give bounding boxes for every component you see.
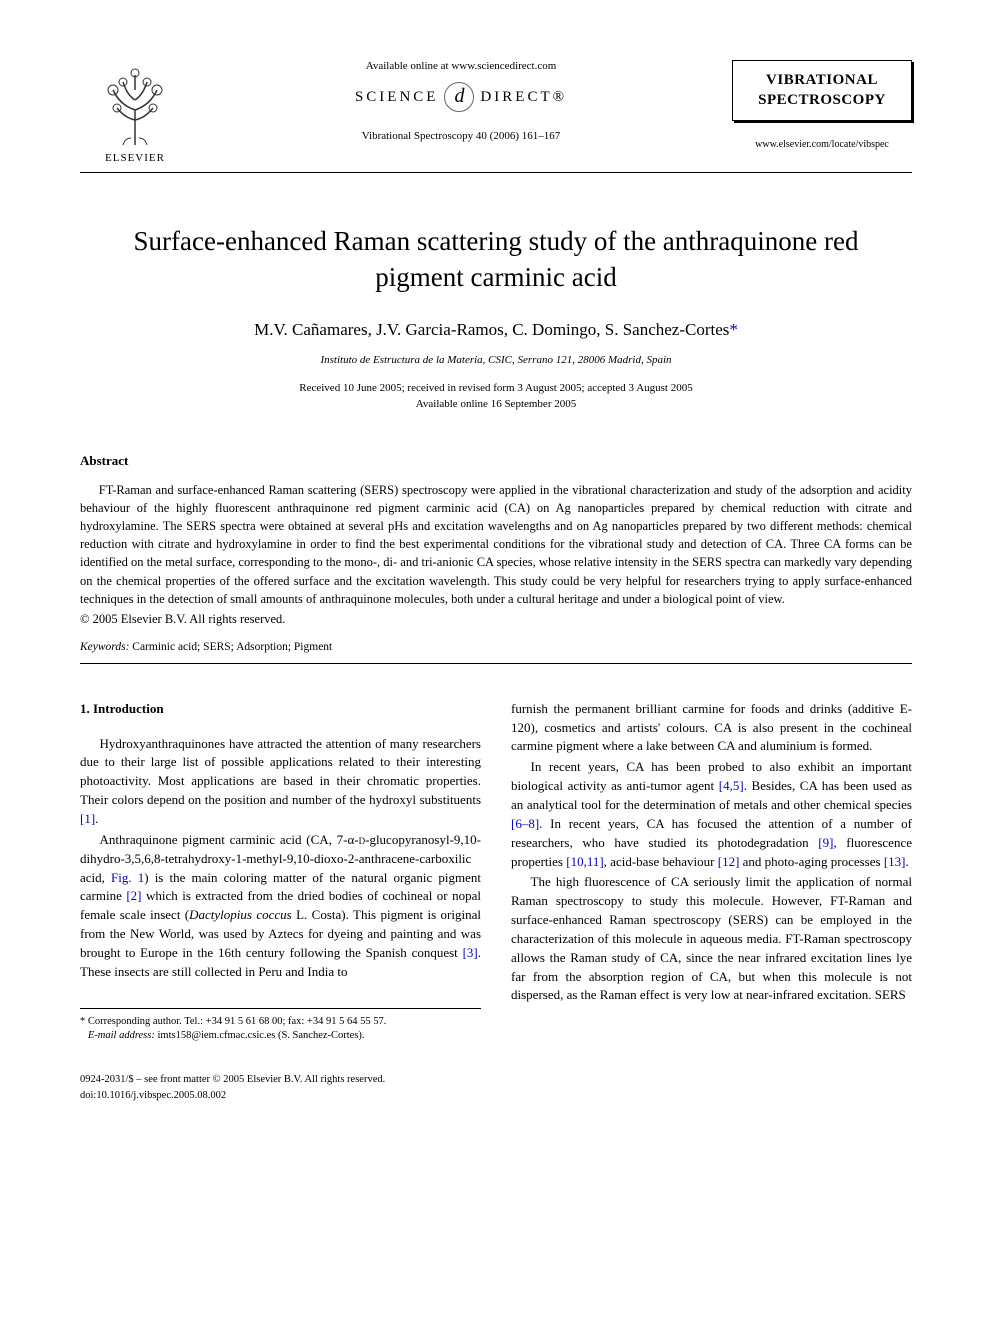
section-1-heading: 1. Introduction bbox=[80, 700, 481, 719]
column-left: 1. Introduction Hydroxyanthraquinones ha… bbox=[80, 700, 481, 1044]
journal-name-1: VIBRATIONAL bbox=[739, 71, 905, 91]
intro-para-1: Hydroxyanthraquinones have attracted the… bbox=[80, 735, 481, 829]
intro-para-2: Anthraquinone pigment carminic acid (CA,… bbox=[80, 831, 481, 982]
ref-9[interactable]: [9] bbox=[818, 835, 833, 850]
keywords-line: Keywords: Carminic acid; SERS; Adsorptio… bbox=[80, 641, 912, 653]
abstract-body: FT-Raman and surface-enhanced Raman scat… bbox=[80, 481, 912, 608]
page-footer: 0924-2031/$ – see front matter © 2005 El… bbox=[80, 1072, 912, 1104]
ref-fig1[interactable]: Fig. 1 bbox=[111, 870, 144, 885]
footnote-email-line: E-mail address: imts158@iem.cfmac.csic.e… bbox=[80, 1029, 481, 1044]
available-online-text: Available online at www.sciencedirect.co… bbox=[190, 60, 732, 72]
intro-para-4: The high fluorescence of CA seriously li… bbox=[511, 873, 912, 1005]
ref-13[interactable]: [13] bbox=[884, 854, 906, 869]
abstract-copyright: © 2005 Elsevier B.V. All rights reserved… bbox=[80, 612, 912, 627]
sciencedirect-logo: SCIENCE d DIRECT® bbox=[190, 82, 732, 112]
journal-url: www.elsevier.com/locate/vibspec bbox=[732, 139, 912, 150]
sd-d-icon: d bbox=[444, 82, 474, 112]
citation-line: Vibrational Spectroscopy 40 (2006) 161–1… bbox=[190, 130, 732, 142]
dates-online: Available online 16 September 2005 bbox=[80, 396, 912, 413]
email-label: E-mail address: bbox=[88, 1030, 155, 1041]
footnote-corresponding: * Corresponding author. Tel.: +34 91 5 6… bbox=[80, 1015, 481, 1030]
page-container: ELSEVIER Available online at www.science… bbox=[0, 0, 992, 1143]
journal-block: VIBRATIONAL SPECTROSCOPY www.elsevier.co… bbox=[732, 60, 912, 150]
authors-line: M.V. Cañamares, J.V. Garcia-Ramos, C. Do… bbox=[80, 320, 912, 340]
species-name: Dactylopius coccus bbox=[189, 907, 292, 922]
authors-text: M.V. Cañamares, J.V. Garcia-Ramos, C. Do… bbox=[254, 320, 729, 339]
header: ELSEVIER Available online at www.science… bbox=[80, 60, 912, 173]
footer-doi: doi:10.1016/j.vibspec.2005.08.002 bbox=[80, 1088, 912, 1104]
body-columns: 1. Introduction Hydroxyanthraquinones ha… bbox=[80, 700, 912, 1044]
ref-4-5[interactable]: [4,5] bbox=[719, 778, 744, 793]
article-dates: Received 10 June 2005; received in revis… bbox=[80, 380, 912, 413]
keywords-label: Keywords: bbox=[80, 641, 129, 653]
intro-para-2-cont: furnish the permanent brilliant carmine … bbox=[511, 700, 912, 757]
sd-text-right: DIRECT® bbox=[480, 89, 567, 106]
article-title: Surface-enhanced Raman scattering study … bbox=[110, 223, 882, 296]
email-value: imts158@iem.cfmac.csic.es (S. Sanchez-Co… bbox=[155, 1030, 365, 1041]
ref-1[interactable]: [1] bbox=[80, 811, 95, 826]
corresponding-mark: * bbox=[729, 320, 738, 339]
publisher-name: ELSEVIER bbox=[105, 152, 165, 164]
ref-3[interactable]: [3] bbox=[463, 945, 478, 960]
abstract-heading: Abstract bbox=[80, 453, 912, 469]
ref-2[interactable]: [2] bbox=[126, 888, 141, 903]
ref-6-8[interactable]: [6–8] bbox=[511, 816, 539, 831]
journal-title-box: VIBRATIONAL SPECTROSCOPY bbox=[732, 60, 912, 121]
ref-10-11[interactable]: [10,11] bbox=[566, 854, 603, 869]
divider bbox=[80, 663, 912, 664]
intro-para-3: In recent years, CA has been probed to a… bbox=[511, 758, 912, 871]
keywords-values: Carminic acid; SERS; Adsorption; Pigment bbox=[129, 641, 332, 653]
dates-received: Received 10 June 2005; received in revis… bbox=[80, 380, 912, 397]
elsevier-tree-icon bbox=[95, 60, 175, 150]
journal-name-2: SPECTROSCOPY bbox=[739, 91, 905, 111]
footnotes: * Corresponding author. Tel.: +34 91 5 6… bbox=[80, 1008, 481, 1044]
publisher-block: ELSEVIER bbox=[80, 60, 190, 164]
sd-text-left: SCIENCE bbox=[355, 89, 439, 106]
footer-copyright: 0924-2031/$ – see front matter © 2005 El… bbox=[80, 1072, 912, 1088]
ref-12[interactable]: [12] bbox=[718, 854, 740, 869]
affiliation: Instituto de Estructura de la Materia, C… bbox=[80, 354, 912, 366]
column-right: furnish the permanent brilliant carmine … bbox=[511, 700, 912, 1044]
header-center: Available online at www.sciencedirect.co… bbox=[190, 60, 732, 142]
